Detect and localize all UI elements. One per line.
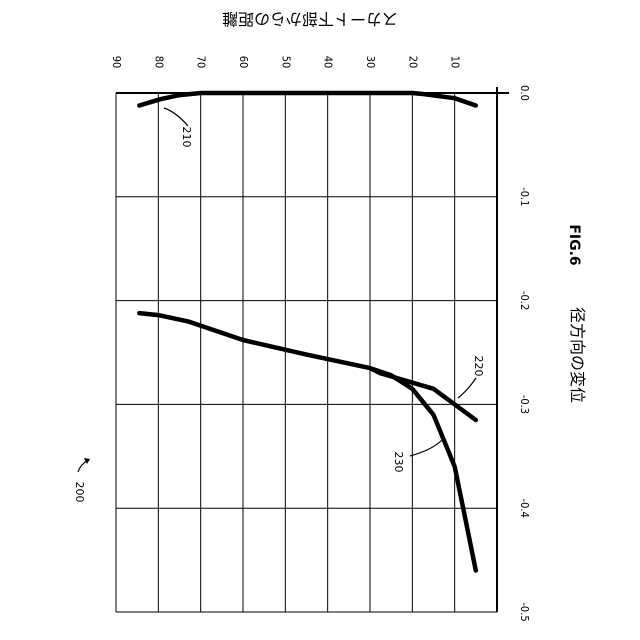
y-tick-label: 60	[237, 56, 250, 69]
y-tick-label: 80	[152, 56, 165, 69]
y-tick: 40	[322, 56, 335, 69]
series-line-230	[370, 368, 476, 570]
series-label-210: 210	[180, 127, 193, 148]
y-tick-label: 50	[279, 56, 292, 69]
x-tick-labels: 0.0 -0.1 -0.2 -0.3 -0.4 -0.5	[518, 85, 531, 622]
series-label-leader-220	[458, 378, 476, 398]
y-tick-label: 10	[449, 56, 462, 69]
y-tick-labels: 90 80 70 60 50 40 30 20 10	[110, 56, 462, 69]
figure-label: FIG.6	[566, 224, 582, 265]
y-tick-label: 30	[364, 56, 377, 69]
series-label-leader-230	[410, 440, 442, 456]
x-axis-title-text: 径方向の変位	[568, 307, 587, 403]
x-tick: -0.1	[518, 187, 531, 206]
y-tick-label: 20	[406, 56, 419, 69]
figure-ref: 200	[73, 458, 90, 503]
x-tick-label: -0.2	[518, 291, 531, 310]
figure-ref-arrowhead	[84, 458, 90, 464]
x-tick: 0.0	[518, 85, 531, 101]
x-tick-label: 0.0	[518, 85, 531, 101]
series-label-leader-210	[164, 108, 188, 126]
figure-ref-text: 200	[73, 482, 86, 503]
y-tick: 50	[279, 56, 292, 69]
y-tick: 90	[110, 56, 123, 69]
y-tick-label: 70	[195, 56, 208, 69]
y-tick-label: 40	[322, 56, 335, 69]
x-tick-label: -0.1	[518, 187, 531, 206]
series-lines	[139, 93, 476, 571]
y-tick-label: 90	[110, 56, 123, 69]
y-axis-title-text: スカート下部からの距離	[222, 10, 398, 29]
y-tick: 30	[364, 56, 377, 69]
series-label-230: 230	[392, 452, 405, 473]
x-tick: -0.3	[518, 395, 531, 414]
figure-label-text: FIG.6	[566, 224, 582, 265]
series-label-text: 210	[180, 127, 193, 148]
x-tick: -0.2	[518, 291, 531, 310]
x-axis-title: 径方向の変位	[568, 307, 587, 403]
series-label-text: 230	[392, 452, 405, 473]
x-tick: -0.4	[518, 499, 531, 518]
y-tick: 60	[237, 56, 250, 69]
x-tick-label: -0.4	[518, 499, 531, 518]
y-tick: 80	[152, 56, 165, 69]
y-axis-title: スカート下部からの距離	[222, 10, 398, 29]
y-tick: 70	[195, 56, 208, 69]
plot-frame	[116, 87, 509, 612]
y-tick: 10	[449, 56, 462, 69]
series-line-210	[139, 93, 476, 106]
x-tick-label: -0.3	[518, 395, 531, 414]
series-label-text: 220	[472, 356, 485, 377]
y-tick: 20	[406, 56, 419, 69]
x-tick: -0.5	[518, 602, 531, 621]
x-tick-label: -0.5	[518, 602, 531, 621]
series-label-220: 220	[472, 356, 485, 377]
